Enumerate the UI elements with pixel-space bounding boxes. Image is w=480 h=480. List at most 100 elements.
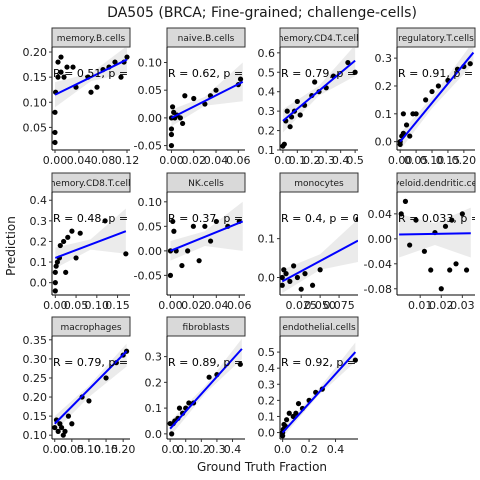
data-point	[413, 111, 419, 117]
x-tick-label: 0.05	[64, 299, 89, 312]
confidence-band	[171, 62, 243, 127]
data-point	[118, 74, 124, 80]
x-tick-label: 0.025	[285, 299, 317, 312]
data-point	[421, 248, 428, 254]
y-tick-label: 0.6	[258, 47, 276, 60]
y-tick-label: 0.1	[258, 144, 276, 157]
data-point	[297, 112, 303, 118]
x-tick-label: 0.00	[43, 154, 68, 167]
y-tick-label: 0.5	[258, 346, 276, 359]
correlation-label: R = 0.92, p = 2	[281, 356, 367, 369]
facet-strip-label: regulatory.T.cells	[398, 34, 474, 44]
x-tick-label: 0.00	[42, 443, 67, 456]
regression-line	[399, 51, 475, 143]
y-tick-label: 0.05	[138, 84, 163, 97]
x-tick-label: 0.2	[300, 443, 318, 456]
y-axis-title: Prediction	[4, 216, 18, 276]
y-tick-label: 0.10	[23, 96, 48, 109]
data-point	[69, 228, 75, 234]
data-point	[196, 258, 202, 264]
y-tick-label: 0.05	[138, 220, 163, 233]
y-tick-label: 0.4	[30, 194, 48, 207]
plot-area: R = 0.51, p = 0	[52, 47, 139, 146]
plot-area: R = 0.48, p = 0	[52, 208, 130, 294]
x-tick-label: 0.15	[436, 154, 461, 167]
data-point	[287, 124, 293, 130]
x-tick-label: 0.0	[161, 443, 179, 456]
x-tick-label: 0.1	[289, 154, 307, 167]
confidence-band	[55, 208, 126, 269]
data-point	[403, 122, 410, 128]
data-point	[58, 424, 65, 431]
data-point	[70, 64, 76, 70]
y-tick-label: -0.05	[134, 269, 162, 282]
data-point	[65, 234, 71, 240]
regression-line	[169, 348, 243, 430]
data-point	[167, 272, 174, 278]
plot-area: R = 0.033, p = 0	[398, 198, 475, 292]
data-point	[86, 398, 92, 404]
panel-monocytes: monocytes R = 0.4, p = 0.0 0.0250.0500.075…	[258, 172, 359, 312]
y-tick-label: 0.00	[138, 245, 163, 258]
data-point	[55, 428, 61, 434]
x-tick-label: 0.2	[193, 443, 211, 456]
data-point	[435, 83, 441, 89]
plot-area: R = 0.79, p = 2	[52, 343, 130, 438]
y-tick-label: 0.4	[258, 362, 276, 375]
x-tick-label: 0.0	[274, 154, 292, 167]
correlation-label: R = 0.51, p = 0	[53, 67, 139, 80]
x-tick-label: 0.15	[94, 443, 119, 456]
data-point	[453, 261, 459, 267]
data-point	[286, 410, 292, 416]
x-tick-label: 0.2	[303, 154, 321, 167]
figure-title: DA505 (BRCA; Fine-grained; challenge-cel…	[107, 5, 417, 21]
y-tick-label: 0.2	[145, 376, 163, 389]
x-tick-label: 0.02	[429, 299, 454, 312]
y-tick-label: 0.20	[23, 46, 48, 59]
data-point	[73, 255, 79, 261]
data-point	[213, 218, 219, 225]
y-tick-label: 0.2	[258, 394, 276, 407]
data-point	[88, 89, 94, 95]
x-tick-label: 0.00	[388, 154, 413, 167]
y-tick-label: -0.04	[364, 258, 392, 271]
data-point	[207, 238, 214, 244]
y-tick-label: 0.3	[375, 52, 393, 65]
x-axis-title: Ground Truth Fraction	[197, 460, 327, 474]
x-tick-label: 0.02	[181, 299, 206, 312]
confidence-band	[170, 201, 243, 261]
data-point	[281, 267, 287, 273]
data-point	[103, 375, 109, 381]
facet-strip-label: monocytes	[294, 179, 344, 189]
regression-line	[281, 351, 357, 434]
data-point	[298, 286, 304, 292]
y-tick-label: 0.1	[258, 233, 276, 246]
data-point	[57, 242, 63, 249]
data-point	[123, 251, 129, 257]
x-tick-label: 0.10	[85, 299, 110, 312]
confidence-band	[282, 219, 358, 294]
facet-strip	[396, 172, 476, 193]
data-point	[58, 54, 64, 60]
x-tick-label: 0.12	[115, 154, 140, 167]
data-point	[213, 87, 219, 93]
data-point	[55, 59, 61, 65]
facet-strip-label: myeloid.dendritic.cells	[385, 179, 480, 189]
plot-area: R = 0.37, p = 0	[167, 201, 254, 278]
facet-strip-label: naive.B.cells	[178, 34, 235, 44]
data-point	[202, 223, 208, 229]
data-point	[467, 61, 473, 67]
data-point	[302, 271, 308, 277]
y-tick-label: 0.5	[258, 66, 276, 79]
x-tick-label: 0.15	[105, 299, 130, 312]
data-point	[191, 95, 197, 102]
data-point	[52, 139, 58, 146]
data-point	[55, 74, 61, 80]
y-tick-label: 0.15	[23, 71, 48, 84]
data-point	[317, 267, 323, 273]
correlation-label: R = 0.37, p = 0	[168, 212, 254, 225]
data-point	[102, 218, 108, 224]
